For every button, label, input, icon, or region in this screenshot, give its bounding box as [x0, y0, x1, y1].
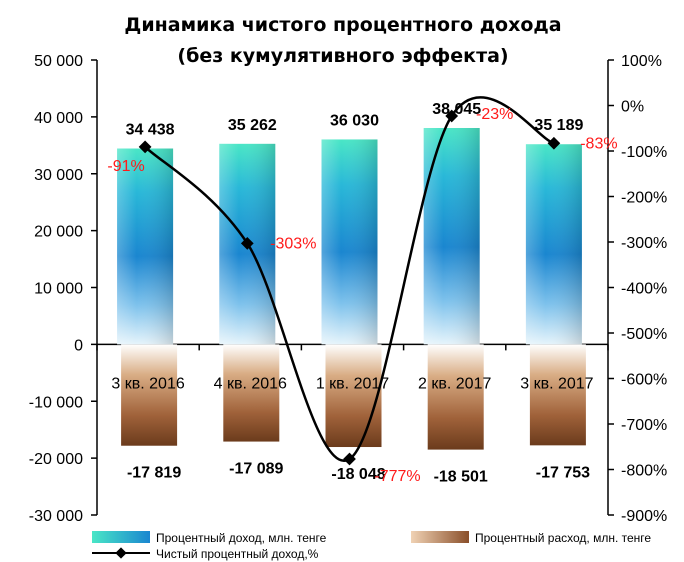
income-bar-shade [321, 139, 378, 345]
income-value-label: 36 030 [330, 112, 379, 129]
x-tick-label: 3 кв. 2016 [111, 375, 184, 392]
net-income-marker [240, 237, 254, 250]
expense-value-label: -18 501 [434, 469, 488, 486]
income-bar-shade [117, 148, 174, 345]
legend-label-income: Процентный доход, млн. тенге [156, 531, 327, 545]
chart-title-line2: (без кумулятивного эффекта) [177, 45, 508, 67]
legend-label-expense: Процентный расход, млн. тенге [475, 531, 651, 545]
net-income-marker [445, 109, 459, 123]
net-income-pct-label: -83% [580, 135, 617, 152]
y-left-tick-label: -10 000 [29, 394, 83, 411]
category-labels: 3 кв. 2016 4 кв. 2016 1 кв. 2017 2 кв. 2017… [111, 375, 593, 392]
y-right-tick-label: 100% [621, 53, 662, 70]
bars [117, 127, 586, 450]
expense-value-label: -18 048 [331, 466, 385, 483]
y-right-tick-label: 0% [621, 99, 644, 116]
x-tick-label: 3 кв. 2017 [520, 375, 593, 392]
income-value-label: 34 438 [126, 122, 175, 139]
y-right-tick-label: -600% [621, 372, 667, 389]
y-right-tick-label: -800% [621, 463, 667, 480]
net-income-marker [138, 140, 152, 154]
legend-label-net: Чистый процентный доход,% [156, 547, 319, 561]
y-left-tick-label: -20 000 [29, 451, 83, 468]
net-income-pct-label: -23% [476, 106, 513, 123]
x-tick-label: 2 кв. 2017 [418, 375, 491, 392]
y-right-tick-label: -300% [621, 235, 667, 252]
y-left-tick-label: -30 000 [29, 508, 83, 525]
y-right-tick-label: -400% [621, 281, 667, 298]
data-labels: 34 438 35 262 36 030 38 045 35 189 -17 819 -17… [107, 101, 617, 486]
legend-swatch-expense [411, 531, 469, 543]
y-right-tick-label: -700% [621, 417, 667, 434]
y-left-tick-label: 40 000 [34, 110, 83, 127]
y-right-tick-label: -200% [621, 190, 667, 207]
expense-bar [325, 344, 382, 448]
net-income-pct-label: -777% [374, 468, 420, 485]
chart-title-line1: Динамика чистого процентного дохода [124, 14, 561, 36]
y-right-tick-label: -100% [621, 144, 667, 161]
y-left-tick-label: 50 000 [34, 53, 83, 70]
income-bar-shade [423, 127, 480, 345]
y-left-tick-label: 30 000 [34, 167, 83, 184]
net-income-marker [343, 452, 356, 466]
x-tick-label: 1 кв. 2017 [316, 375, 389, 392]
line-series [138, 96, 561, 466]
y-right-tick-label: -500% [621, 326, 667, 343]
expense-bar [427, 344, 484, 450]
expense-bar [529, 344, 586, 446]
y-left-tick-label: 0 [74, 337, 83, 354]
axes: 50 000 40 000 30 000 20 000 10 000 0 -10 000 -2… [29, 53, 668, 525]
legend-marker-net [115, 547, 127, 559]
net-income-pct-label: -303% [270, 235, 316, 252]
x-tick-label: 4 кв. 2016 [214, 375, 287, 392]
legend-swatch-income [92, 531, 150, 543]
y-left-tick-label: 10 000 [34, 281, 83, 298]
y-left-tick-label: 20 000 [34, 224, 83, 241]
expense-value-label: -17 089 [229, 461, 283, 478]
expense-bar [223, 344, 280, 442]
legend: Процентный доход, млн. тенге Процентный … [92, 531, 651, 561]
expense-bar [121, 344, 178, 446]
expense-value-label: -17 819 [127, 465, 181, 482]
income-value-label: 35 262 [228, 117, 277, 134]
net-income-pct-label: -91% [107, 158, 144, 175]
expense-value-label: -17 753 [536, 464, 590, 481]
income-value-label: 35 189 [534, 117, 583, 134]
income-bar-shade [525, 144, 582, 345]
y-right-tick-label: -900% [621, 508, 667, 525]
income-value-label: 38 045 [432, 101, 481, 118]
